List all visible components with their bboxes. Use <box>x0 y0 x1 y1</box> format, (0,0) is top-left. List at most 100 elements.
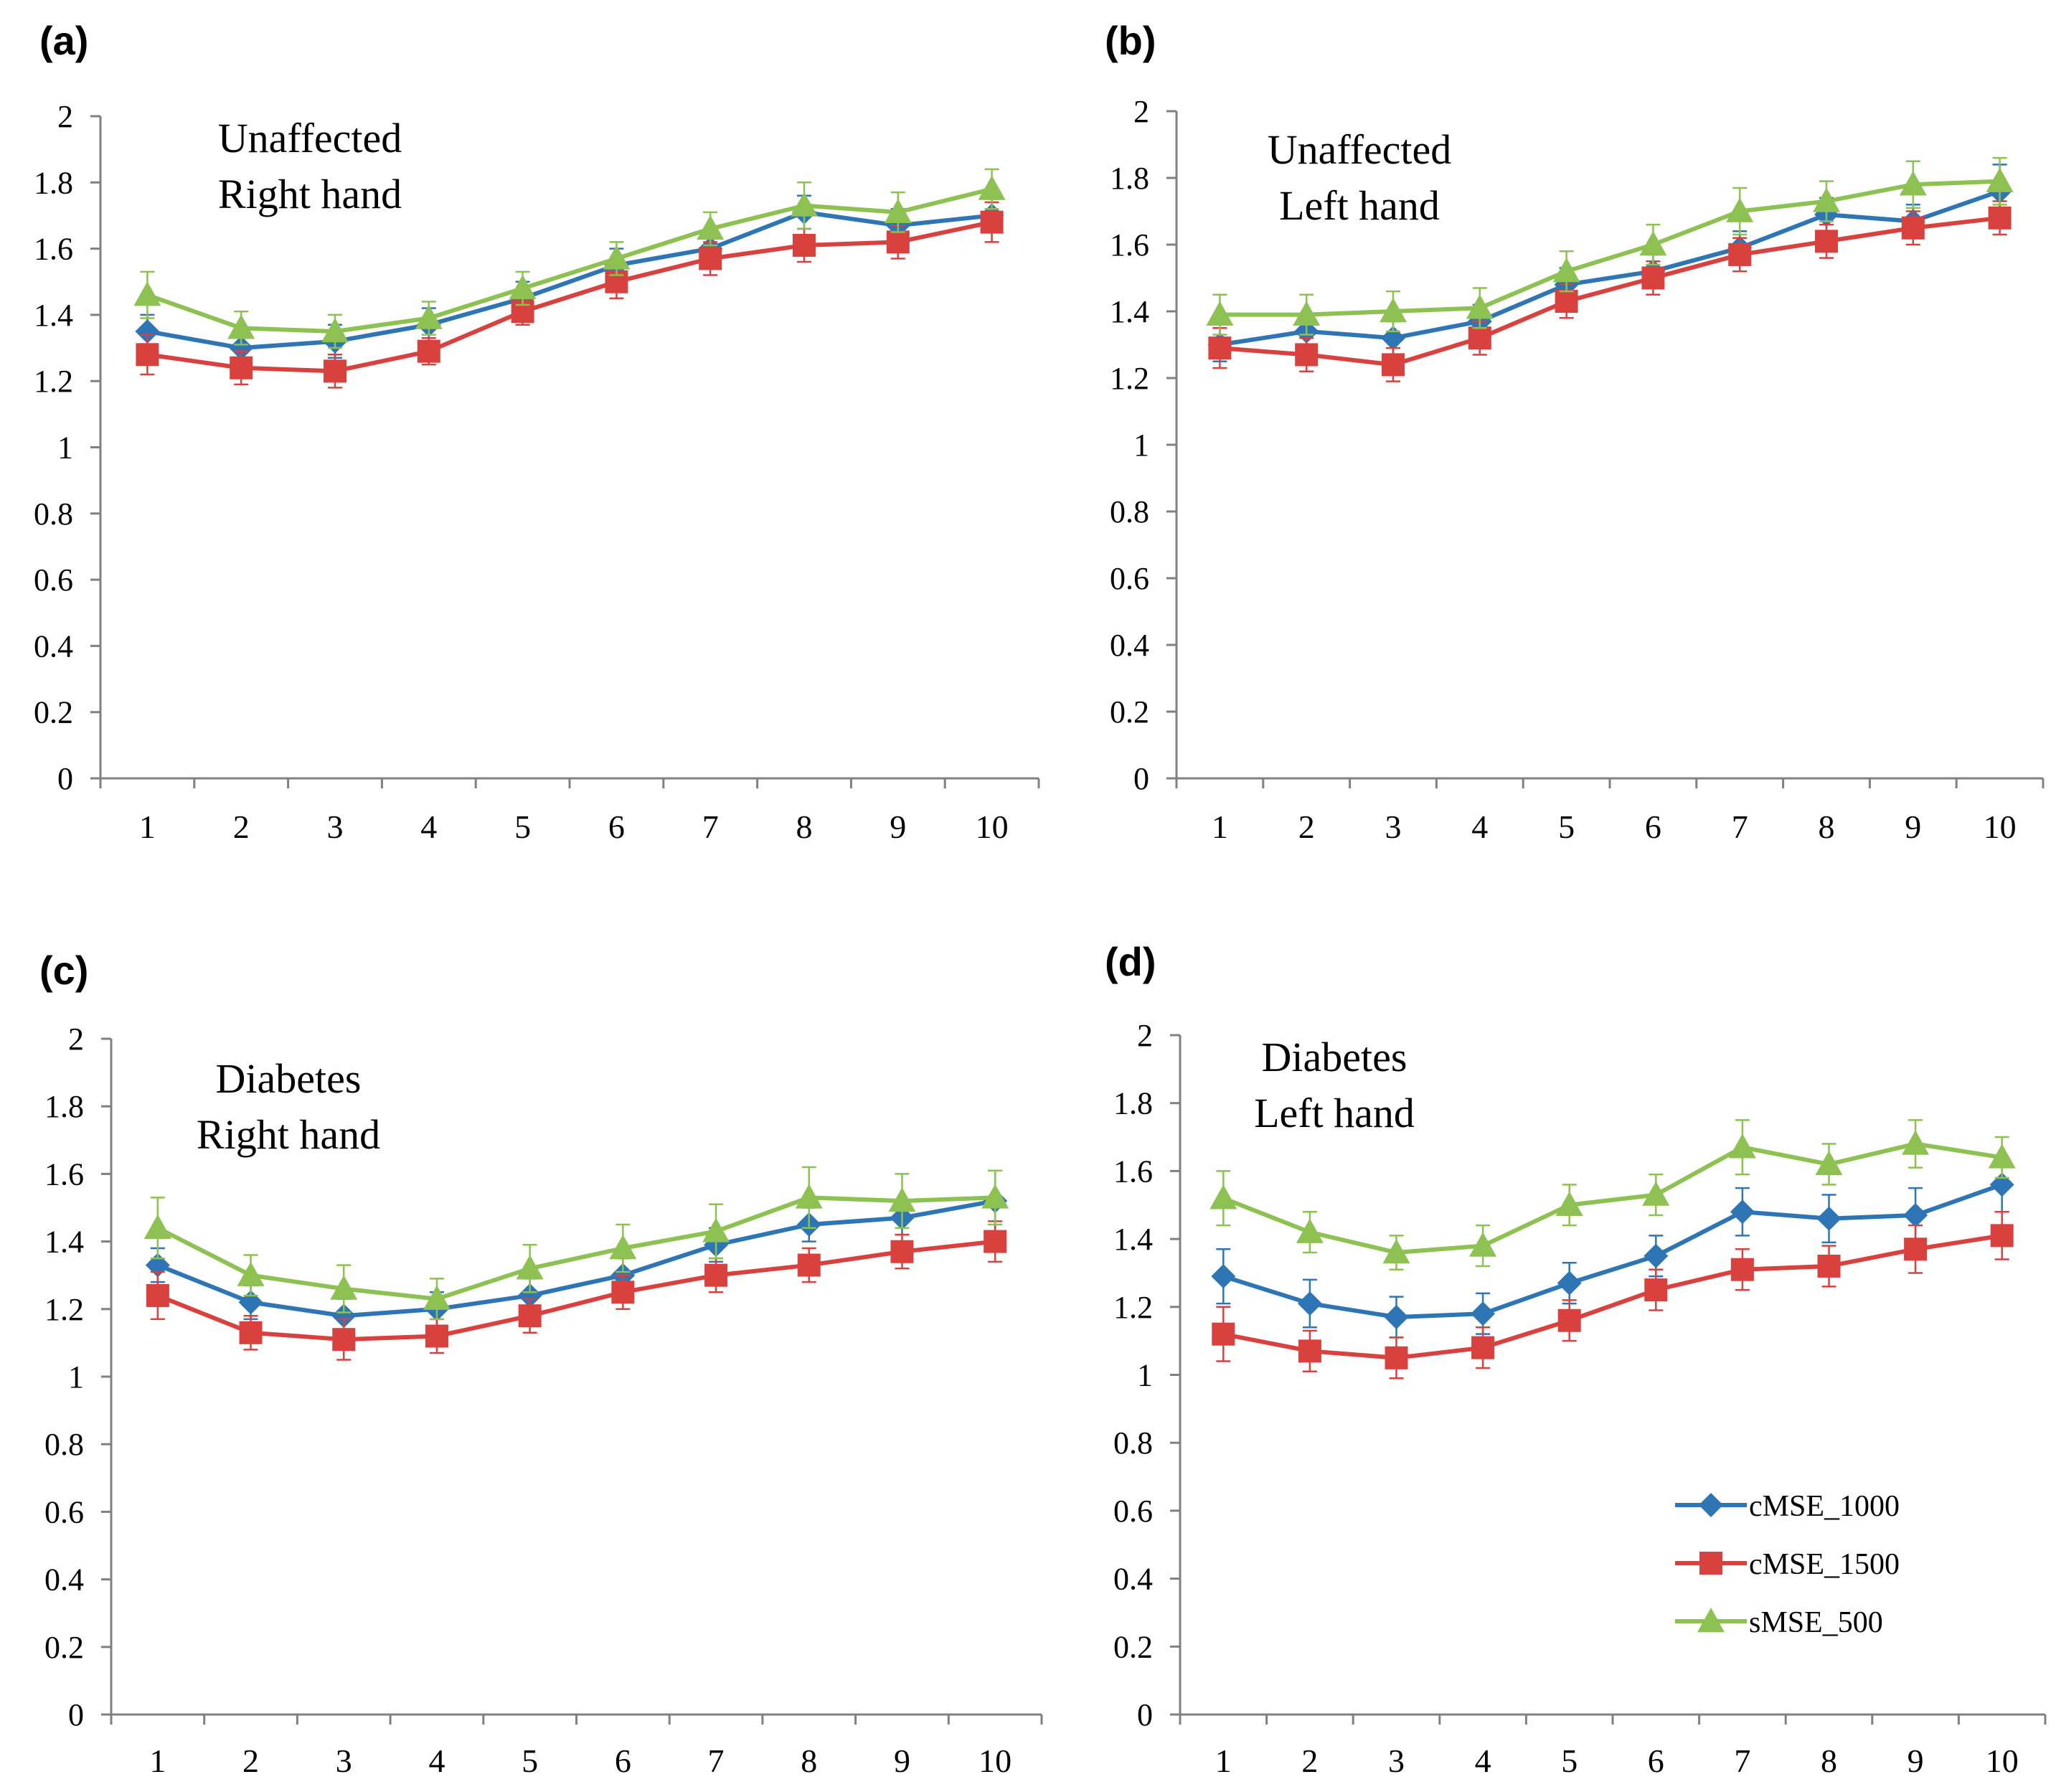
y-tick-label: 1.4 <box>1110 294 1149 329</box>
data-point <box>1990 1224 2014 1248</box>
data-point <box>1385 1346 1408 1369</box>
data-point <box>609 1235 637 1260</box>
y-tick-label: 2 <box>68 1022 84 1057</box>
y-tick-label: 0.8 <box>1110 494 1149 529</box>
y-tick-label: 0.4 <box>1110 628 1149 663</box>
series-line <box>156 1239 996 1342</box>
y-tick-label: 1.8 <box>1113 1086 1153 1121</box>
data-point <box>1212 1322 1235 1346</box>
y-tick-label: 2 <box>57 99 73 134</box>
y-tick-label: 0 <box>57 761 73 796</box>
data-point <box>1988 1143 2016 1169</box>
data-point <box>417 339 440 363</box>
data-point <box>1817 1254 1841 1278</box>
data-point <box>330 1275 358 1300</box>
panel-annotation-line: Diabetes <box>216 1055 362 1102</box>
y-tick-label: 0.6 <box>1110 561 1149 596</box>
data-point <box>702 1217 730 1242</box>
x-tick-label: 10 <box>1986 1743 2019 1779</box>
data-point <box>1293 301 1321 326</box>
y-tick-label: 1.4 <box>34 298 73 333</box>
series-cmse-1000 <box>1211 1156 2014 1339</box>
data-point <box>136 343 159 367</box>
data-point <box>517 1283 542 1308</box>
data-point <box>884 198 912 224</box>
y-tick-label: 0 <box>1133 761 1149 796</box>
data-point <box>321 317 349 343</box>
y-tick-label: 1.8 <box>1110 161 1149 196</box>
chart-panel-b: 0 0.2 0.4 0.6 0.8 1 1.2 1.4 1.6 1.8 2 1 2 3 4 5 6 7 8 9 10 (b… <box>1105 18 2045 845</box>
data-point <box>227 314 255 339</box>
series-line <box>1222 1233 2003 1360</box>
x-tick-label: 1 <box>139 808 156 845</box>
series-line <box>1220 179 2000 317</box>
data-point <box>1730 1199 1755 1225</box>
y-tick-label: 1.2 <box>1110 361 1149 396</box>
x-tick-label: 9 <box>1905 808 1921 845</box>
data-point <box>1644 1243 1669 1268</box>
data-point <box>1471 1336 1495 1359</box>
panel-annotation-line: Unaffected <box>218 115 402 161</box>
data-point <box>1730 1258 1754 1281</box>
panel-annotation-line: Unaffected <box>1268 126 1452 173</box>
y-tick-label: 0.4 <box>44 1562 84 1598</box>
x-tick-label: 3 <box>327 808 344 845</box>
x-tick-label: 10 <box>1984 808 2017 845</box>
data-point <box>516 1255 544 1280</box>
legend: cMSE_1000 cMSE_1500 sMSE_500 <box>1675 1490 1900 1639</box>
x-tick-label: 8 <box>1821 1743 1837 1779</box>
data-point <box>1555 290 1578 313</box>
data-point <box>1988 206 2012 230</box>
x-tick-label: 8 <box>1819 808 1835 845</box>
legend-label: cMSE_1500 <box>1749 1548 1900 1581</box>
data-point <box>1904 1237 1928 1261</box>
data-point <box>793 233 816 257</box>
x-tick-label: 1 <box>149 1743 166 1779</box>
x-tick-label: 7 <box>708 1743 725 1779</box>
x-tick-label: 2 <box>233 808 250 845</box>
data-point <box>611 1281 635 1304</box>
x-tick-label: 10 <box>976 808 1009 845</box>
x-tick-label: 4 <box>428 1743 445 1779</box>
series-cmse-1500 <box>1212 1210 2014 1380</box>
data-point <box>1903 1202 1928 1227</box>
data-point <box>133 281 161 306</box>
x-tick-label: 5 <box>1558 808 1575 845</box>
chart-panel-c: 0 0.2 0.4 0.6 0.8 1 1.2 1.4 1.6 1.8 2 1 2 3 4 5 6 7 8 9 10 (c… <box>39 948 1043 1779</box>
data-point <box>890 1240 914 1263</box>
data-point <box>1382 1239 1410 1264</box>
data-point <box>143 1214 171 1239</box>
y-tick-label: 1 <box>1137 1358 1153 1393</box>
data-point <box>1642 1181 1670 1206</box>
series-line <box>146 187 993 334</box>
y-tick-label: 0.8 <box>44 1427 84 1462</box>
data-point <box>509 274 537 300</box>
data-point <box>1986 167 2014 192</box>
series-line <box>146 220 993 374</box>
panel-label: (d) <box>1105 939 1156 984</box>
y-tick-label: 1.6 <box>34 232 73 267</box>
series-smse-500 <box>1206 156 2014 336</box>
data-point <box>984 1230 1007 1253</box>
x-tick-label: 5 <box>1561 1743 1578 1779</box>
x-tick-label: 4 <box>1475 1743 1491 1779</box>
legend-label: sMSE_500 <box>1749 1606 1883 1639</box>
x-tick-label: 8 <box>801 1743 817 1779</box>
y-tick-label: 1.6 <box>44 1156 84 1192</box>
data-point <box>791 192 818 217</box>
data-point <box>1552 258 1580 283</box>
y-tick-label: 0.2 <box>34 695 73 730</box>
y-tick-label: 0.2 <box>1110 694 1149 730</box>
legend-item: sMSE_500 <box>1675 1606 1883 1639</box>
data-point <box>978 175 1006 200</box>
panel-annotation-line: Right hand <box>197 1111 380 1158</box>
data-point <box>1557 1308 1581 1332</box>
x-tick-label: 9 <box>1908 1743 1924 1779</box>
x-tick-label: 4 <box>420 808 437 845</box>
y-tick-label: 0.4 <box>1113 1562 1153 1597</box>
y-tick-label: 0.8 <box>1113 1425 1153 1461</box>
data-point <box>229 336 254 361</box>
data-point <box>415 304 443 329</box>
y-tick-label: 0.6 <box>34 562 73 598</box>
